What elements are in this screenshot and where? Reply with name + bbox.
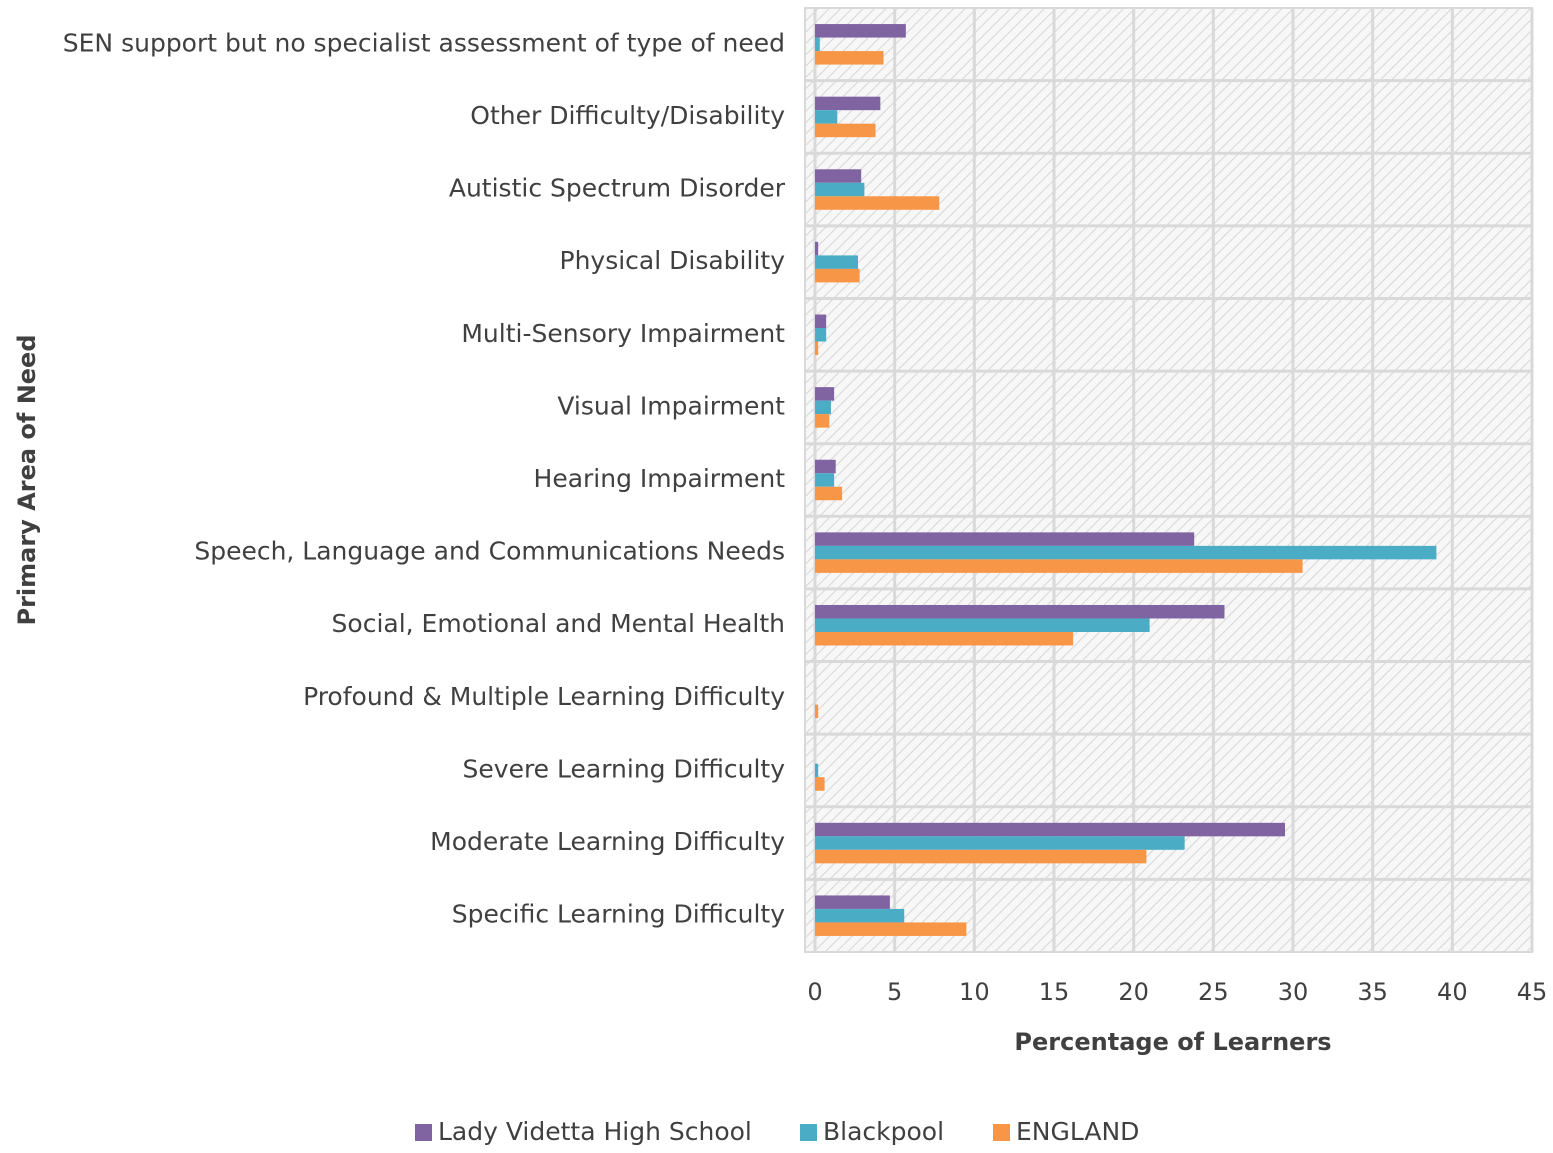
- x-tick-label: 35: [1357, 978, 1388, 1006]
- x-tick-label: 40: [1437, 978, 1468, 1006]
- legend-label: Lady Videtta High School: [438, 1117, 752, 1146]
- y-tick-label: Speech, Language and Communications Need…: [194, 537, 785, 566]
- bar: [815, 895, 890, 909]
- y-tick-label: Profound & Multiple Learning Difficulty: [303, 682, 785, 711]
- x-tick-label: 25: [1198, 978, 1229, 1006]
- x-tick-label: 10: [959, 978, 990, 1006]
- legend-swatch: [993, 1124, 1010, 1141]
- bar: [815, 559, 1303, 573]
- legend-swatch: [415, 1124, 432, 1141]
- bar: [815, 922, 967, 936]
- bar: [815, 459, 836, 474]
- bar: [815, 545, 1437, 560]
- x-tick-label: 30: [1278, 978, 1309, 1006]
- legend-label: Blackpool: [823, 1117, 944, 1146]
- x-axis-title: Percentage of Learners: [1014, 1028, 1331, 1056]
- x-tick-label: 0: [807, 978, 822, 1006]
- bar: [815, 314, 827, 329]
- bar: [815, 704, 819, 719]
- legend-swatch: [800, 1124, 817, 1141]
- bar: [815, 849, 1147, 864]
- y-tick-label: Multi-Sensory Impairment: [461, 319, 785, 348]
- x-tick-label: 45: [1517, 978, 1548, 1006]
- y-tick-label: Visual Impairment: [557, 391, 785, 420]
- y-tick-label: Moderate Learning Difficulty: [430, 827, 785, 856]
- legend-label: ENGLAND: [1016, 1117, 1139, 1146]
- bar: [815, 241, 819, 256]
- bar: [815, 110, 838, 124]
- bar: [815, 473, 835, 487]
- bar: [815, 37, 820, 52]
- bar: [815, 96, 881, 111]
- y-tick-label: Hearing Impairment: [534, 464, 786, 493]
- bar: [815, 268, 860, 283]
- x-tick-label: 20: [1118, 978, 1149, 1006]
- y-tick-label: Severe Learning Difficulty: [463, 754, 786, 783]
- bar: [815, 908, 905, 923]
- y-tick-label: Specific Learning Difficulty: [452, 900, 785, 929]
- y-tick-label: Social, Emotional and Mental Health: [332, 609, 785, 638]
- bar: [815, 777, 825, 791]
- y-tick-label: Physical Disability: [560, 246, 786, 275]
- x-tick-label: 15: [1039, 978, 1070, 1006]
- bar: [815, 196, 940, 210]
- bar: [815, 836, 1185, 850]
- bar: [815, 24, 906, 38]
- x-tick-label: 5: [887, 978, 902, 1006]
- y-tick-label: Other Difficulty/Disability: [470, 101, 785, 130]
- bar: [815, 169, 862, 183]
- bar: [815, 255, 859, 269]
- bar: [815, 400, 831, 415]
- bar: [815, 631, 1074, 646]
- bar: [815, 618, 1150, 632]
- bar: [815, 51, 884, 65]
- bar: [815, 604, 1225, 619]
- bar: [815, 387, 835, 401]
- plot-area: [804, 7, 1533, 953]
- y-axis-title: Primary Area of Need: [13, 334, 41, 625]
- bar: [815, 822, 1286, 837]
- bar: [815, 341, 819, 356]
- y-tick-label: SEN support but no specialist assessment…: [63, 28, 785, 57]
- bar: [815, 532, 1195, 546]
- bar: [815, 763, 819, 778]
- bar: [815, 486, 843, 501]
- bar: [815, 182, 865, 197]
- bar: [815, 414, 830, 428]
- bar: [815, 328, 827, 342]
- y-tick-label: Autistic Spectrum Disorder: [449, 174, 786, 203]
- bar: [815, 123, 876, 138]
